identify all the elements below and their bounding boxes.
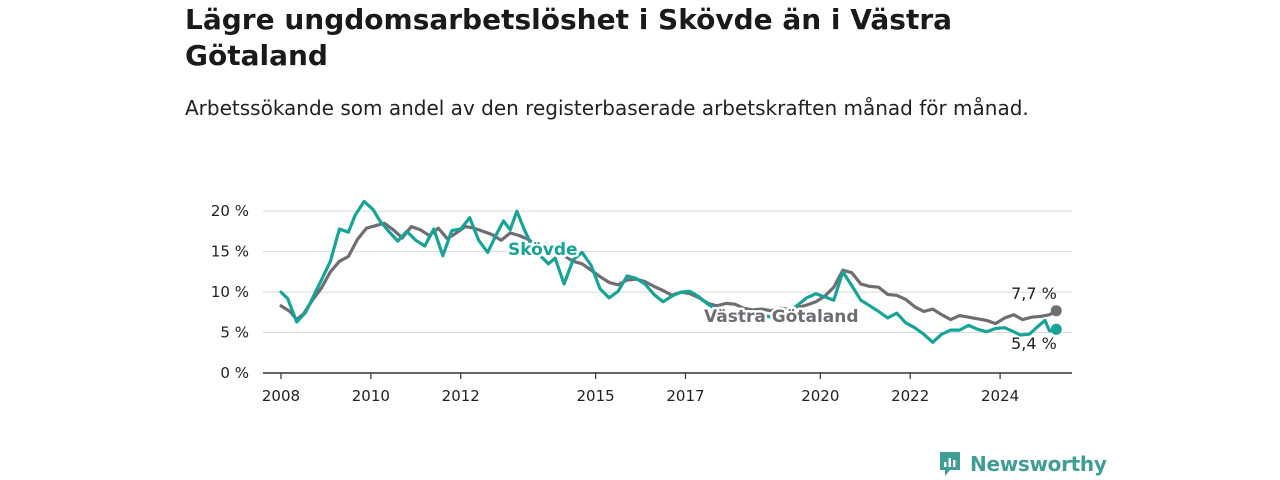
chart-title: Lägre ungdomsarbetslöshet i Skövde än i … <box>185 3 953 72</box>
x-tick-label: 2015 <box>576 387 614 405</box>
brand-logo: Newsworthy <box>938 450 1107 478</box>
end-point-skovde <box>1050 323 1062 335</box>
chart-subtitle: Arbetssökande som andel av den registerb… <box>185 96 1029 120</box>
y-tick-label: 5 % <box>220 324 249 342</box>
x-axis: 2008 2010 2012 2015 2017 2020 2022 2024 <box>262 372 1072 405</box>
x-tick-label: 2024 <box>981 387 1019 405</box>
y-tick-label: 15 % <box>211 243 249 261</box>
end-value-vastra-gotaland: 7,7 % <box>1011 284 1057 303</box>
series-label-skovde: Skövde <box>508 240 578 260</box>
end-value-skovde: 5,4 % <box>1011 334 1057 353</box>
x-tick-label: 2012 <box>442 387 480 405</box>
y-tick-label: 0 % <box>220 364 249 382</box>
end-point-vastra-gotaland <box>1050 305 1062 317</box>
x-tick-label: 2017 <box>666 387 704 405</box>
x-tick-label: 2008 <box>262 387 300 405</box>
series-line-skovde <box>279 199 1058 344</box>
series-label-vastra-gotaland: Västra Götaland <box>704 307 859 327</box>
brand-name: Newsworthy <box>970 452 1107 476</box>
newsworthy-logo-icon <box>940 452 960 476</box>
y-tick-label: 20 % <box>211 202 249 220</box>
x-tick-label: 2010 <box>352 387 390 405</box>
gridlines <box>263 210 1072 334</box>
x-tick-label: 2022 <box>891 387 929 405</box>
x-tick-label: 2020 <box>801 387 839 405</box>
series-labels: Skövde Västra Götaland 7,7 % 5,4 % <box>506 238 1057 354</box>
y-tick-label: 10 % <box>211 283 249 301</box>
y-axis: 0 % 5 % 10 % 15 % 20 % <box>211 202 249 382</box>
series-lines <box>279 199 1062 344</box>
